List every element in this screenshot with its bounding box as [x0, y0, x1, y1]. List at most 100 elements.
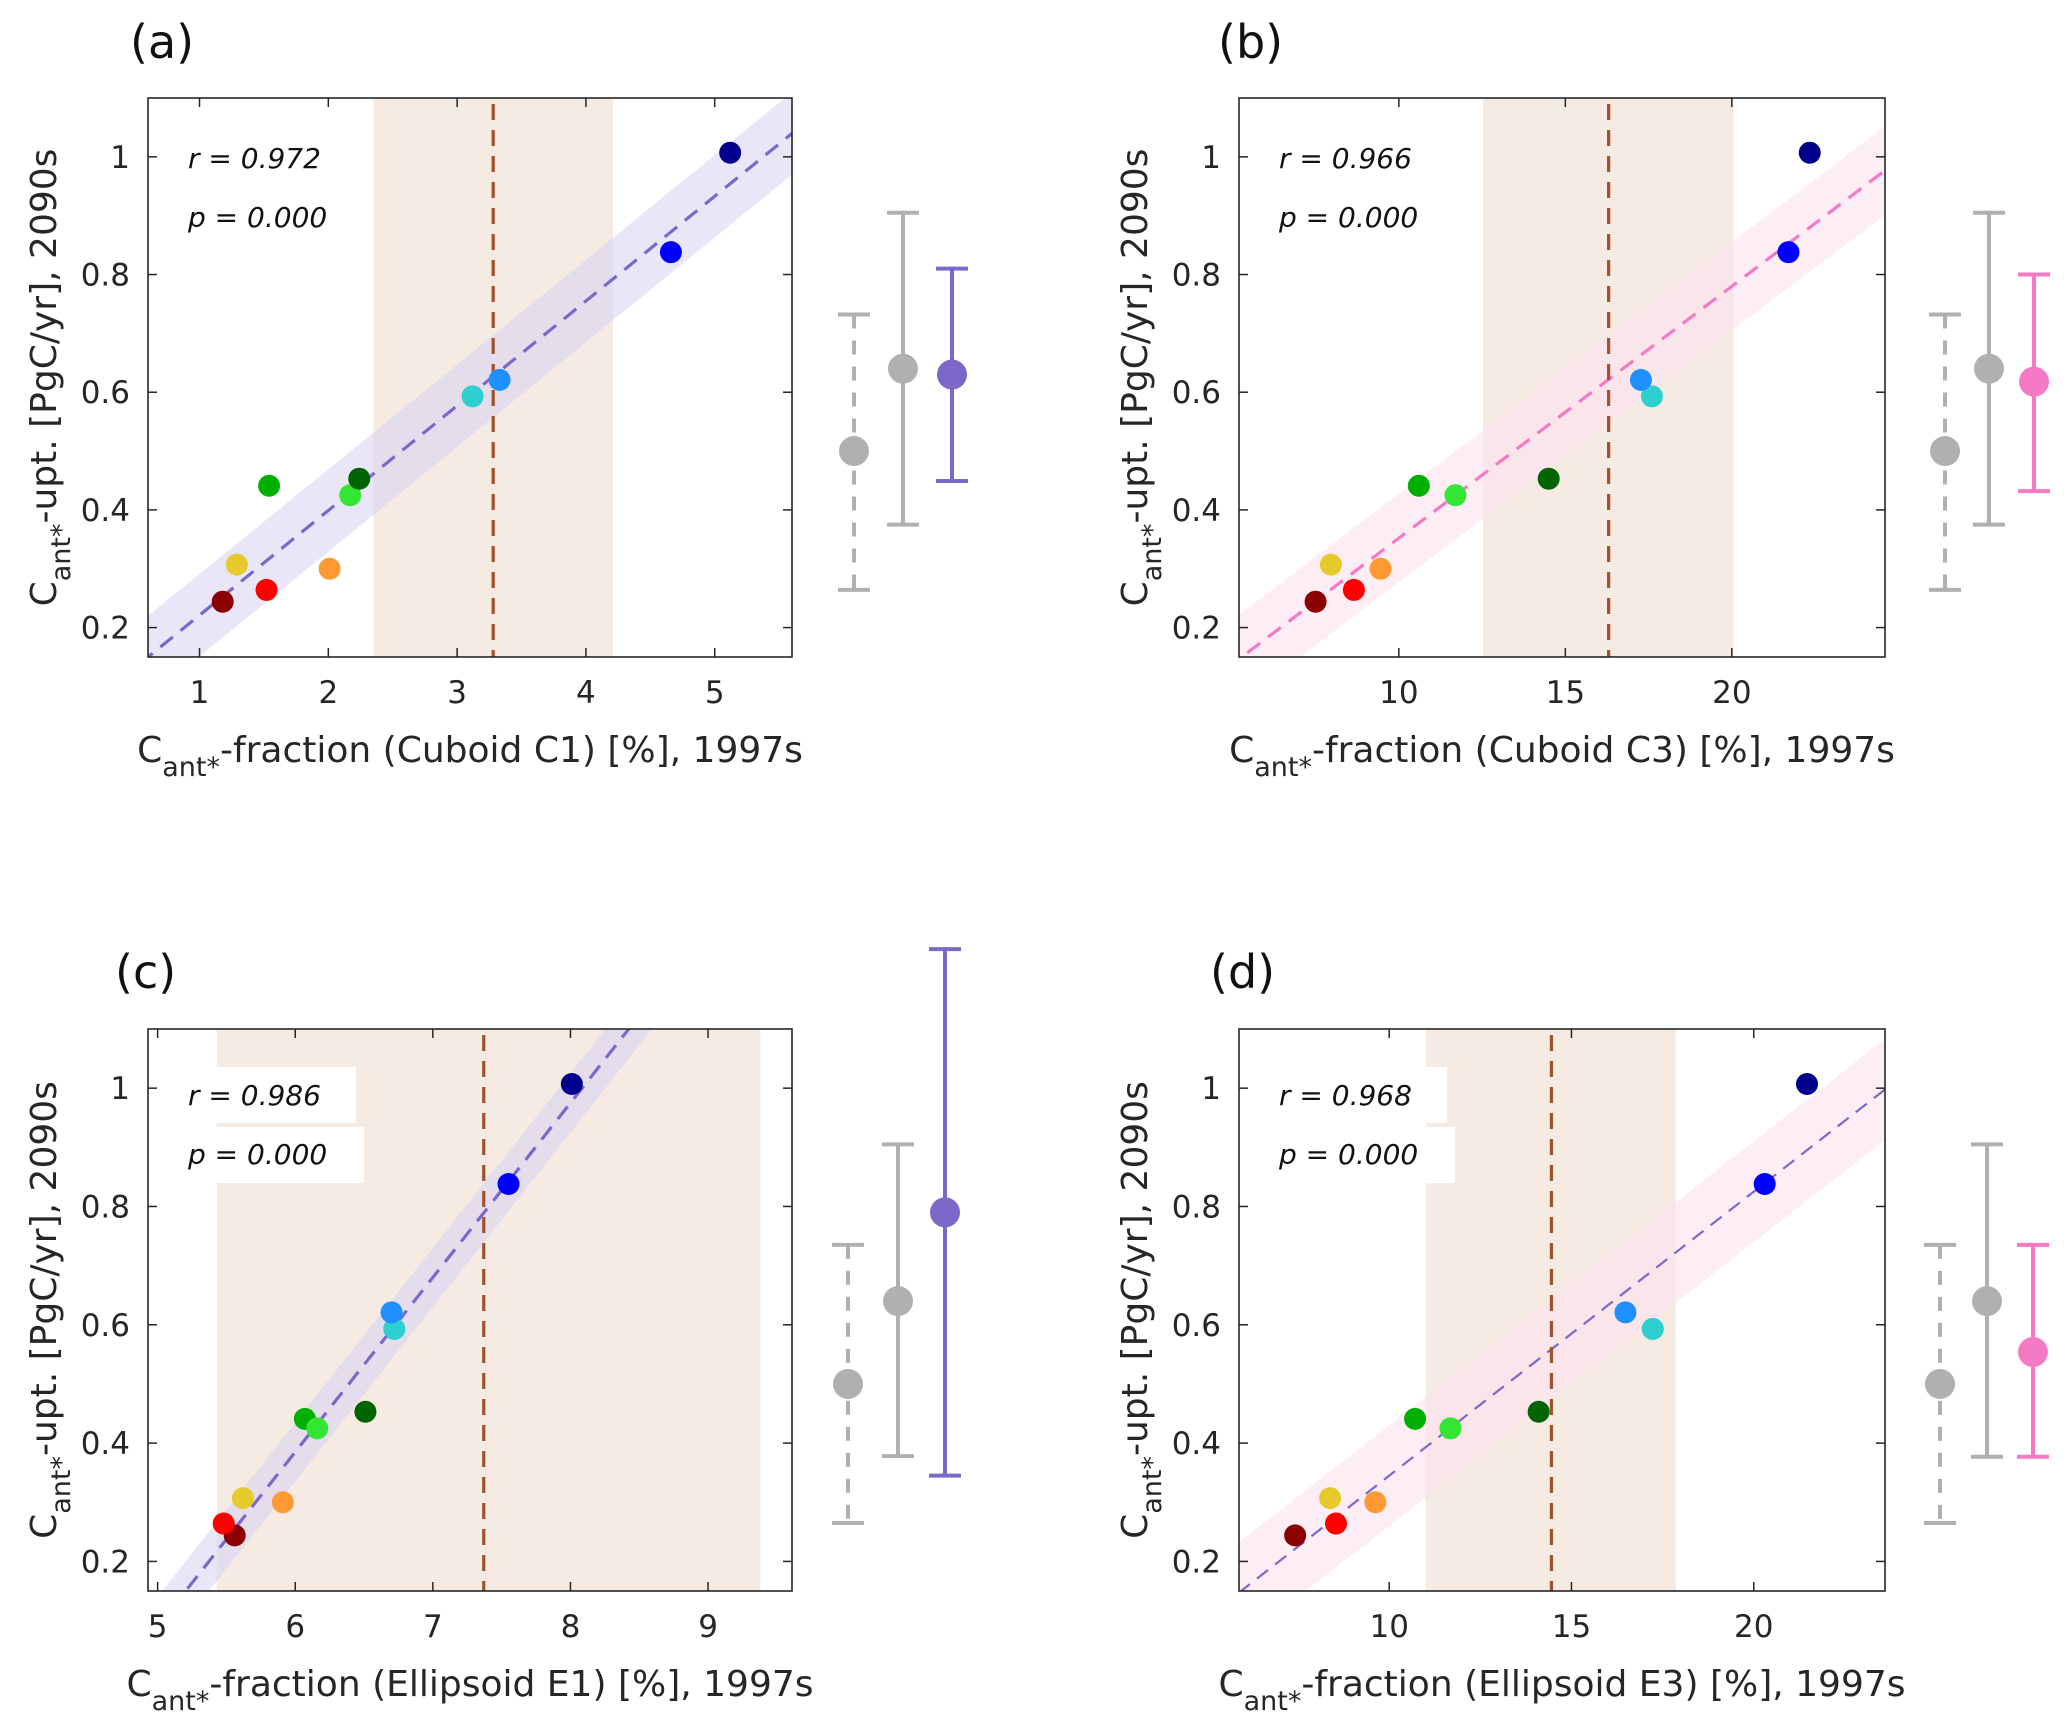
- y-tick-label: 1: [110, 1071, 130, 1107]
- p-value-text: p = 0.000: [187, 201, 327, 234]
- plot-area: [1239, 1029, 1885, 1591]
- model-point: [560, 1073, 583, 1096]
- error-bar-prior-solid: [1971, 1142, 2003, 1459]
- error-bar-prior-dashed: [1929, 312, 1961, 592]
- y-tick-label: 0.2: [81, 1544, 130, 1580]
- model-point: [348, 467, 371, 490]
- x-tick-label: 9: [698, 1609, 718, 1645]
- y-tick-label: 1: [1201, 140, 1221, 176]
- y-axis-label: Cant*-upt. [PgC/yr], 2090s: [24, 149, 77, 607]
- error-bar-center: [930, 1197, 960, 1228]
- y-tick-label: 0.2: [1172, 1544, 1221, 1580]
- regression-confidence-band: [148, 98, 792, 657]
- plot-area: [1239, 98, 1885, 657]
- model-point: [1527, 1400, 1550, 1423]
- error-bar-prior-dashed: [838, 312, 870, 592]
- y-tick-label: 0.2: [1172, 611, 1221, 647]
- error-bar-constrained: [2018, 272, 2050, 494]
- x-tick-label: 8: [561, 1609, 581, 1645]
- x-tick-label: 6: [285, 1609, 305, 1645]
- panel-c: 5 6 7 8 9 0.2 0.4 0.6 0.8 1 r = 0.986 p = 0.000 (c) C…: [24, 945, 961, 1717]
- y-axis-label: Cant*-upt. [PgC/yr], 2090s: [1115, 149, 1168, 607]
- model-point: [1439, 1417, 1462, 1440]
- y-axis-label: Cant*-upt. [PgC/yr], 2090s: [1115, 1081, 1168, 1539]
- model-point: [1304, 590, 1327, 613]
- x-tick-label: 4: [576, 675, 596, 711]
- y-axis-label: Cant*-upt. [PgC/yr], 2090s: [24, 1081, 77, 1539]
- model-point: [1324, 1512, 1347, 1535]
- y-tick-label: 0.6: [81, 1308, 130, 1344]
- correlation-r-text: r = 0.986: [188, 1079, 321, 1112]
- p-value-text: p = 0.000: [1278, 201, 1418, 234]
- model-point: [719, 141, 742, 164]
- axes-box: [1238, 97, 1886, 658]
- model-point: [1795, 1073, 1818, 1096]
- x-tick-label: 1: [190, 675, 210, 711]
- model-point: [488, 368, 511, 391]
- model-point: [1369, 557, 1392, 580]
- plot-area: [148, 98, 792, 657]
- model-point: [1537, 467, 1560, 490]
- error-bar-prior-dashed: [1924, 1242, 1956, 1525]
- x-tick-label: 20: [1712, 675, 1751, 711]
- regression-confidence-band: [1239, 1039, 1885, 1591]
- y-tick-label: 0.2: [81, 611, 130, 647]
- axes-box: [1238, 1028, 1886, 1592]
- stats-r-box: [160, 1067, 356, 1123]
- error-bar-center: [2018, 1337, 2048, 1368]
- model-point: [1364, 1491, 1387, 1514]
- error-bar-center: [888, 353, 918, 384]
- model-point: [339, 484, 362, 507]
- x-axis-label: Cant*-fraction (Cuboid C3) [%], 1997s: [1229, 730, 1895, 783]
- y-tick-label: 0.6: [1172, 375, 1221, 411]
- model-point: [1404, 1407, 1427, 1430]
- y-tick-label: 0.8: [81, 1189, 130, 1225]
- model-point: [258, 474, 281, 497]
- stats-r-box: [1251, 1067, 1447, 1123]
- y-tick-label: 0.6: [81, 375, 130, 411]
- y-tick-label: 1: [1201, 1071, 1221, 1107]
- y-tick-label: 1: [110, 140, 130, 176]
- y-tick-label: 0.4: [81, 493, 130, 529]
- p-value-text: p = 0.000: [187, 1138, 327, 1171]
- correlation-r-text: r = 0.972: [188, 142, 321, 175]
- x-axis-label: Cant*-fraction (Ellipsoid E3) [%], 1997s: [1218, 1664, 1905, 1717]
- error-bar-center: [2019, 366, 2049, 397]
- model-point: [306, 1417, 329, 1440]
- model-point: [1319, 553, 1342, 576]
- error-bar-center: [1930, 436, 1960, 467]
- model-point: [1614, 1301, 1637, 1324]
- error-bar-constrained: [936, 266, 968, 484]
- model-point: [461, 385, 484, 408]
- panel-label: (b): [1218, 15, 1283, 69]
- correlation-r-text: r = 0.968: [1279, 1079, 1412, 1112]
- model-point: [255, 578, 278, 601]
- y-tick-label: 0.8: [81, 258, 130, 294]
- x-tick-label: 20: [1734, 1609, 1773, 1645]
- x-tick-label: 2: [318, 675, 338, 711]
- model-point: [1342, 578, 1365, 601]
- model-point: [1284, 1524, 1307, 1547]
- x-tick-label: 15: [1546, 675, 1585, 711]
- y-tick-label: 0.4: [1172, 493, 1221, 529]
- model-point: [318, 557, 341, 580]
- error-bar-constrained: [2017, 1242, 2049, 1459]
- stats-p-box: [160, 1127, 364, 1183]
- model-point: [1641, 1317, 1664, 1340]
- p-value-text: p = 0.000: [1278, 1138, 1418, 1171]
- x-tick-label: 3: [447, 675, 467, 711]
- model-point: [212, 1512, 235, 1535]
- error-bar-center: [1925, 1368, 1955, 1399]
- regression-line: [1239, 168, 1885, 657]
- model-point: [383, 1317, 406, 1340]
- y-tick-label: 0.8: [1172, 1189, 1221, 1225]
- y-tick-label: 0.6: [1172, 1308, 1221, 1344]
- model-point: [380, 1301, 403, 1324]
- error-bar-center: [839, 436, 869, 467]
- regression-line: [1239, 1088, 1885, 1591]
- model-point: [1753, 1172, 1776, 1195]
- x-tick-label: 10: [1369, 1609, 1408, 1645]
- error-bar-prior-solid: [1973, 210, 2005, 527]
- x-axis-label: Cant*-fraction (Cuboid C1) [%], 1997s: [137, 730, 803, 783]
